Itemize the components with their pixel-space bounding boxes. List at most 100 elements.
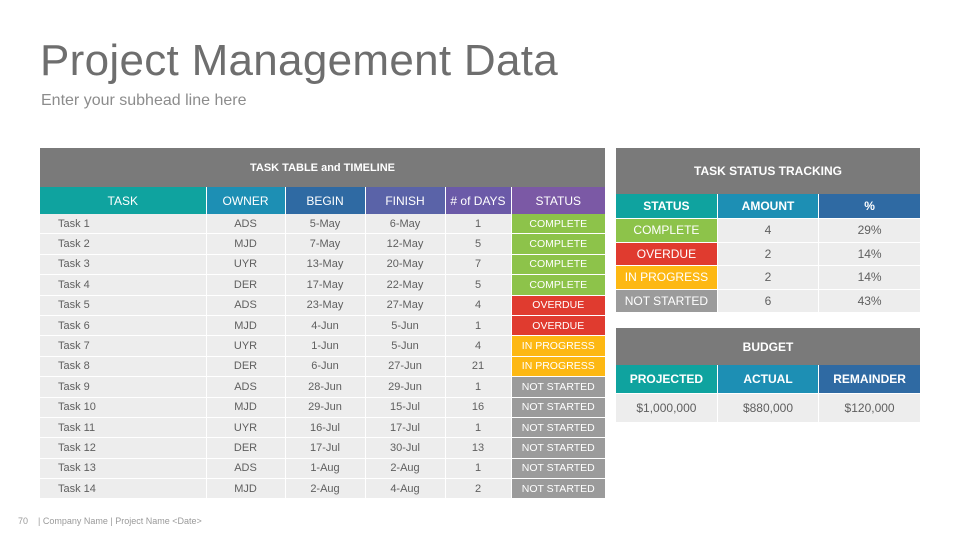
task-days: 1	[445, 458, 512, 480]
task-finish: 27-May	[365, 295, 446, 316]
task-name: Task 7	[40, 335, 207, 357]
task-name: Task 1	[40, 214, 207, 235]
budget-projected-value: $1,000,000	[616, 393, 718, 422]
task-days: 1	[445, 376, 512, 398]
task-status-badge: IN PROGRESS	[511, 356, 605, 378]
task-row: Task 5 ADS 23-May 27-May 4 OVERDUE	[40, 295, 605, 316]
task-name: Task 10	[40, 397, 207, 418]
task-begin: 7-May	[285, 233, 366, 255]
task-owner: ADS	[206, 295, 286, 316]
task-owner: ADS	[206, 458, 286, 480]
task-days: 4	[445, 295, 512, 316]
tracking-row: COMPLETE 4 29%	[616, 218, 920, 242]
task-days: 1	[445, 417, 512, 439]
task-finish: 4-Aug	[365, 478, 446, 500]
budget-values-row: $1,000,000 $880,000 $120,000	[616, 393, 920, 422]
task-name: Task 5	[40, 295, 207, 316]
tracking-amount: 2	[717, 241, 820, 266]
task-days: 2	[445, 478, 512, 500]
task-finish: 12-May	[365, 233, 446, 255]
task-owner: MJD	[206, 478, 286, 500]
col-header-task: TASK	[40, 187, 207, 214]
task-status-badge: NOT STARTED	[511, 417, 605, 439]
task-row: Task 11 UYR 16-Jul 17-Jul 1 NOT STARTED	[40, 417, 605, 439]
task-finish: 17-Jul	[365, 417, 446, 439]
task-days: 1	[445, 315, 512, 337]
task-owner: DER	[206, 437, 286, 459]
task-days: 5	[445, 233, 512, 255]
task-begin: 17-May	[285, 274, 366, 296]
task-row: Task 12 DER 17-Jul 30-Jul 13 NOT STARTED	[40, 437, 605, 459]
tracking-percent: 43%	[818, 288, 920, 312]
task-begin: 28-Jun	[285, 376, 366, 398]
task-owner: UYR	[206, 254, 286, 276]
tracking-row: OVERDUE 2 14%	[616, 241, 920, 266]
task-row: Task 10 MJD 29-Jun 15-Jul 16 NOT STARTED	[40, 397, 605, 418]
task-owner: MJD	[206, 315, 286, 337]
tracking-row: NOT STARTED 6 43%	[616, 288, 920, 312]
budget-band-title: BUDGET	[616, 328, 920, 365]
budget-table: BUDGET PROJECTED ACTUAL REMAINDER $1,000…	[616, 328, 920, 422]
task-days: 13	[445, 437, 512, 459]
budget-remainder-value: $120,000	[818, 393, 920, 422]
tracking-header-status: STATUS	[616, 194, 718, 219]
task-owner: UYR	[206, 417, 286, 439]
task-begin: 5-May	[285, 214, 366, 235]
task-owner: MJD	[206, 397, 286, 418]
task-status-badge: COMPLETE	[511, 214, 605, 235]
task-finish: 2-Aug	[365, 458, 446, 480]
task-status-badge: OVERDUE	[511, 295, 605, 316]
task-name: Task 12	[40, 437, 207, 459]
task-status-badge: COMPLETE	[511, 254, 605, 276]
page-title: Project Management Data	[40, 36, 559, 85]
task-row: Task 4 DER 17-May 22-May 5 COMPLETE	[40, 274, 605, 296]
task-begin: 16-Jul	[285, 417, 366, 439]
task-begin: 4-Jun	[285, 315, 366, 337]
task-status-badge: NOT STARTED	[511, 397, 605, 418]
task-finish: 29-Jun	[365, 376, 446, 398]
task-begin: 1-Aug	[285, 458, 366, 480]
task-name: Task 9	[40, 376, 207, 398]
budget-header-actual: ACTUAL	[717, 365, 820, 394]
task-owner: ADS	[206, 214, 286, 235]
budget-actual-value: $880,000	[717, 393, 820, 422]
task-owner: DER	[206, 274, 286, 296]
tracking-status-label: NOT STARTED	[616, 288, 718, 312]
task-days: 16	[445, 397, 512, 418]
task-name: Task 8	[40, 356, 207, 378]
task-row: Task 13 ADS 1-Aug 2-Aug 1 NOT STARTED	[40, 458, 605, 480]
task-status-badge: NOT STARTED	[511, 458, 605, 480]
tracking-status-label: IN PROGRESS	[616, 265, 718, 289]
task-begin: 29-Jun	[285, 397, 366, 418]
col-header-owner: OWNER	[206, 187, 286, 214]
task-row: Task 3 UYR 13-May 20-May 7 COMPLETE	[40, 254, 605, 276]
task-status-badge: OVERDUE	[511, 315, 605, 337]
task-begin: 1-Jun	[285, 335, 366, 357]
tracking-row: IN PROGRESS 2 14%	[616, 265, 920, 289]
task-owner: MJD	[206, 233, 286, 255]
task-begin: 6-Jun	[285, 356, 366, 378]
task-finish: 15-Jul	[365, 397, 446, 418]
task-days: 21	[445, 356, 512, 378]
tracking-amount: 4	[717, 218, 820, 242]
col-header-finish: FINISH	[365, 187, 446, 214]
col-header-days: # of DAYS	[445, 187, 512, 214]
task-table: TASK TABLE and TIMELINE TASK OWNER BEGIN…	[40, 148, 605, 500]
status-tracking-header-row: STATUS AMOUNT %	[616, 194, 920, 219]
page-number: 70	[18, 516, 29, 526]
task-name: Task 4	[40, 274, 207, 296]
task-finish: 22-May	[365, 274, 446, 296]
task-row: Task 1 ADS 5-May 6-May 1 COMPLETE	[40, 214, 605, 235]
task-begin: 13-May	[285, 254, 366, 276]
tracking-status-label: COMPLETE	[616, 218, 718, 242]
task-status-badge: COMPLETE	[511, 233, 605, 255]
task-days: 1	[445, 214, 512, 235]
task-status-badge: IN PROGRESS	[511, 335, 605, 357]
task-row: Task 9 ADS 28-Jun 29-Jun 1 NOT STARTED	[40, 376, 605, 398]
budget-header-remainder: REMAINDER	[818, 365, 920, 394]
task-row: Task 14 MJD 2-Aug 4-Aug 2 NOT STARTED	[40, 478, 605, 500]
task-begin: 23-May	[285, 295, 366, 316]
task-finish: 6-May	[365, 214, 446, 235]
task-status-badge: COMPLETE	[511, 274, 605, 296]
budget-header-projected: PROJECTED	[616, 365, 718, 394]
